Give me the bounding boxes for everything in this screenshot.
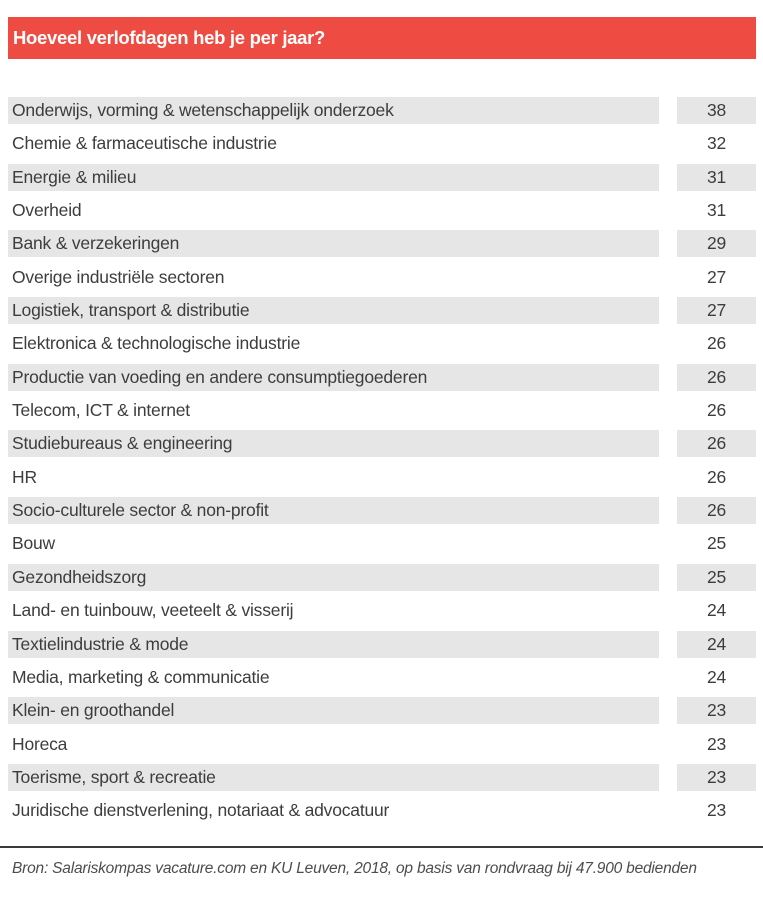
days-value: 24 xyxy=(677,630,756,658)
days-value: 26 xyxy=(706,400,727,421)
sector-label: Telecom, ICT & internet xyxy=(12,400,190,421)
days-value: 26 xyxy=(677,430,756,458)
table-row: Horeca 23 xyxy=(8,731,756,758)
days-value: 23 xyxy=(677,697,756,725)
table-row: Bank & verzekeringen 29 xyxy=(8,230,756,258)
table-row: Overige industriële sectoren 27 xyxy=(8,264,756,291)
table-row: Textielindustrie & mode 24 xyxy=(8,630,756,658)
days-value: 38 xyxy=(677,97,756,124)
sector-label: Socio-culturele sector & non-profit xyxy=(8,497,659,525)
table-row: Chemie & farmaceutische industrie 32 xyxy=(8,130,756,157)
sector-label: Horeca xyxy=(12,733,68,754)
table-row: Elektronica & technologische industrie 26 xyxy=(8,330,756,357)
sector-label: Land- en tuinbouw, veeteelt & visserij xyxy=(12,600,294,621)
sector-label: Bouw xyxy=(12,533,55,554)
page-title: Hoeveel verlofdagen heb je per jaar? xyxy=(13,27,326,48)
sector-label: Toerisme, sport & recreatie xyxy=(8,763,659,791)
sector-label: Overige industriële sectoren xyxy=(12,266,225,287)
days-value: 24 xyxy=(706,600,727,621)
sector-label: Klein- en groothandel xyxy=(8,697,659,725)
sector-label: Studiebureaus & engineering xyxy=(8,430,659,458)
sector-label: Bank & verzekeringen xyxy=(8,230,659,258)
sector-label: Gezondheidszorg xyxy=(8,563,659,591)
days-value: 25 xyxy=(706,533,727,554)
days-value: 23 xyxy=(706,800,727,821)
table-row: Overheid 31 xyxy=(8,197,756,224)
days-value: 26 xyxy=(706,333,727,354)
table-row: Productie van voeding en andere consumpt… xyxy=(8,363,756,391)
sector-label: Textielindustrie & mode xyxy=(8,630,659,658)
table-row: Juridische dienstverlening, notariaat & … xyxy=(8,797,756,824)
table-row: Socio-culturele sector & non-profit 26 xyxy=(8,497,756,525)
table-row: HR 26 xyxy=(8,464,756,491)
table-row: Media, marketing & communicatie 24 xyxy=(8,664,756,691)
table-row: Land- en tuinbouw, veeteelt & visserij 24 xyxy=(8,597,756,624)
days-value: 32 xyxy=(706,133,727,154)
table-row: Gezondheidszorg 25 xyxy=(8,563,756,591)
days-value: 31 xyxy=(677,163,756,191)
source-note: Bron: Salariskompas vacature.com en KU L… xyxy=(12,860,697,878)
title-bar: Hoeveel verlofdagen heb je per jaar? xyxy=(8,17,756,59)
table-row: Klein- en groothandel 23 xyxy=(8,697,756,725)
days-value: 27 xyxy=(677,297,756,325)
verlofdagen-table: Onderwijs, vorming & wetenschappelijk on… xyxy=(8,97,756,824)
table-row: Studiebureaus & engineering 26 xyxy=(8,430,756,458)
sector-label: Elektronica & technologische industrie xyxy=(12,333,301,354)
sector-label: Chemie & farmaceutische industrie xyxy=(12,133,277,154)
sector-label: Juridische dienstverlening, notariaat & … xyxy=(12,800,390,821)
table-row: Logistiek, transport & distributie 27 xyxy=(8,297,756,325)
days-value: 25 xyxy=(677,563,756,591)
sector-label: HR xyxy=(12,466,37,487)
days-value: 26 xyxy=(677,497,756,525)
days-value: 23 xyxy=(677,763,756,791)
table-row: Bouw 25 xyxy=(8,530,756,557)
days-value: 24 xyxy=(706,666,727,687)
table-row: Onderwijs, vorming & wetenschappelijk on… xyxy=(8,97,756,124)
days-value: 26 xyxy=(677,363,756,391)
sector-label: Onderwijs, vorming & wetenschappelijk on… xyxy=(8,97,659,124)
sector-label: Logistiek, transport & distributie xyxy=(8,297,659,325)
footer-divider xyxy=(0,846,763,849)
days-value: 26 xyxy=(706,466,727,487)
sector-label: Energie & milieu xyxy=(8,163,659,191)
days-value: 31 xyxy=(706,200,727,221)
days-value: 29 xyxy=(677,230,756,258)
days-value: 27 xyxy=(706,266,727,287)
verlofdagen-infographic: Hoeveel verlofdagen heb je per jaar? Ond… xyxy=(0,17,763,897)
table-row: Telecom, ICT & internet 26 xyxy=(8,397,756,424)
table-row: Energie & milieu 31 xyxy=(8,163,756,191)
table-row: Toerisme, sport & recreatie 23 xyxy=(8,763,756,791)
days-value: 23 xyxy=(706,733,727,754)
sector-label: Overheid xyxy=(12,200,82,221)
sector-label: Productie van voeding en andere consumpt… xyxy=(8,363,659,391)
sector-label: Media, marketing & communicatie xyxy=(12,666,270,687)
